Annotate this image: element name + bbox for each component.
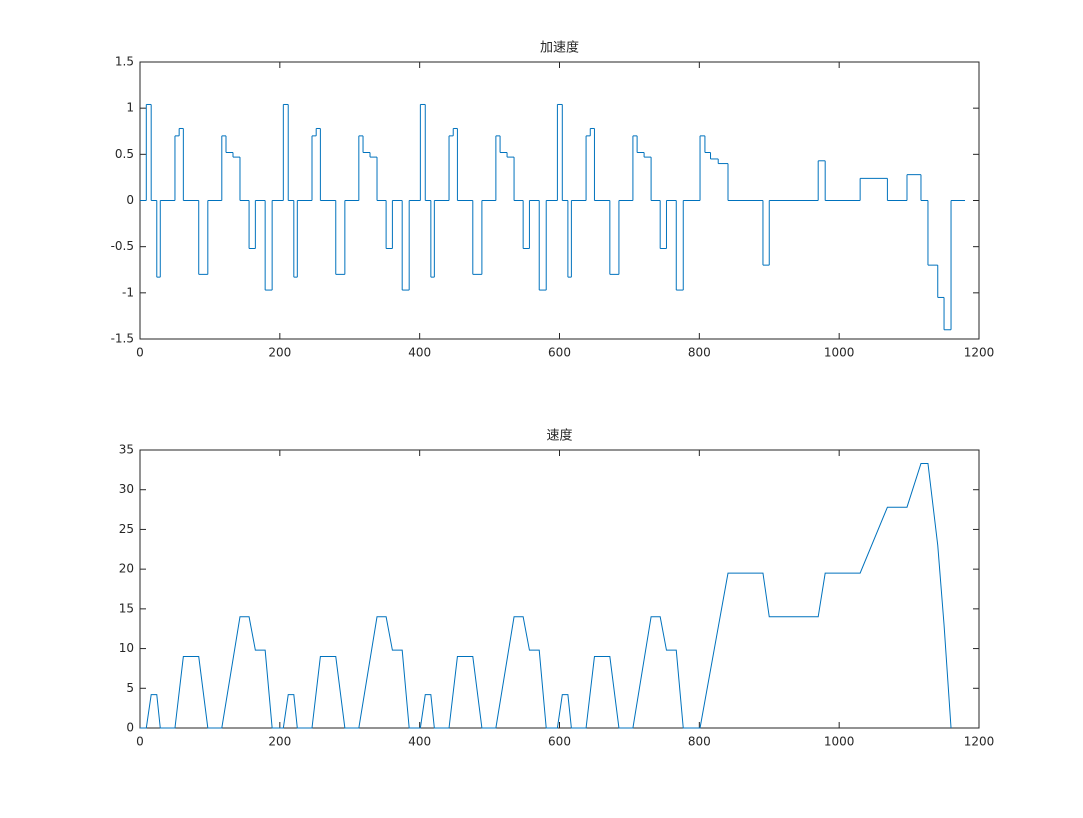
x-tick-label: 1200 [964, 735, 995, 749]
x-tick-label: 200 [268, 346, 291, 360]
line-series [140, 463, 952, 729]
y-tick-label: 15 [119, 601, 134, 615]
y-tick-label: 30 [119, 482, 134, 496]
x-tick-label: 0 [136, 346, 144, 360]
axes-box [139, 449, 980, 729]
y-tick-label: 0 [126, 193, 134, 207]
y-tick-label: 5 [126, 681, 134, 695]
x-tick-label: 800 [688, 735, 711, 749]
y-tick-label: -0.5 [111, 239, 134, 253]
y-tick-label: 20 [119, 562, 134, 576]
chart-title: 速度 [546, 428, 572, 444]
y-tick-label: 1.5 [115, 55, 134, 69]
x-tick-label: 400 [408, 735, 431, 749]
x-tick-label: 600 [548, 735, 571, 749]
x-tick-label: 200 [268, 735, 291, 749]
y-tick-label: -1 [122, 285, 134, 299]
x-tick-label: 600 [548, 346, 571, 360]
x-tick-label: 0 [136, 735, 144, 749]
y-tick-label: 35 [119, 443, 134, 457]
x-tick-label: 1000 [824, 346, 855, 360]
y-tick-label: -1.5 [111, 332, 134, 346]
y-tick-label: 0 [126, 721, 134, 735]
x-tick-label: 400 [408, 346, 431, 360]
chart-title: 加速度 [540, 40, 579, 56]
y-tick-label: 25 [119, 522, 134, 536]
x-tick-label: 800 [688, 346, 711, 360]
y-tick-label: 1 [126, 101, 134, 115]
y-tick-label: 0.5 [115, 147, 134, 161]
y-tick-label: 10 [119, 641, 134, 655]
x-tick-label: 1200 [964, 346, 995, 360]
x-tick-label: 1000 [824, 735, 855, 749]
